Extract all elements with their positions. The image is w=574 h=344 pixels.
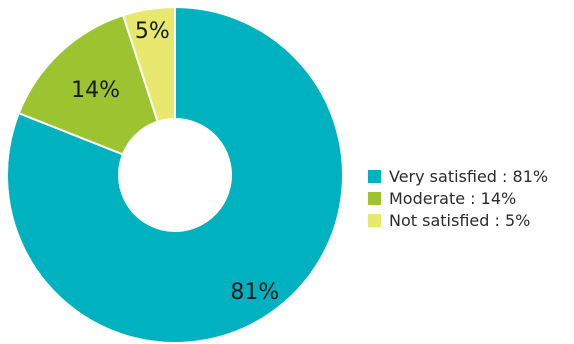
legend-item-not-satisfied: Not satisfied : 5%: [368, 210, 548, 231]
slice-not-satisfied: [121, 5, 176, 124]
legend-swatch-moderate: [368, 192, 381, 205]
slice-label-moderate: 14%: [71, 78, 120, 103]
legend-label-very-satisfied: Very satisfied : 81%: [389, 167, 549, 186]
legend: Very satisfied : 81% Moderate : 14% Not …: [368, 166, 548, 232]
slice-label-not-satisfied: 5%: [135, 19, 170, 44]
slice-very-satisfied: [6, 5, 344, 344]
legend-item-moderate: Moderate : 14%: [368, 188, 548, 209]
legend-label-moderate: Moderate : 14%: [389, 189, 517, 208]
legend-item-very-satisfied: Very satisfied : 81%: [368, 166, 548, 187]
donut-svg: 81% 14% 5%: [6, 5, 344, 344]
slice-label-very-satisfied: 81%: [230, 280, 279, 305]
legend-label-not-satisfied: Not satisfied : 5%: [389, 211, 531, 230]
legend-swatch-not-satisfied: [368, 214, 381, 227]
slice-moderate: [17, 13, 159, 156]
legend-swatch-very-satisfied: [368, 170, 381, 183]
